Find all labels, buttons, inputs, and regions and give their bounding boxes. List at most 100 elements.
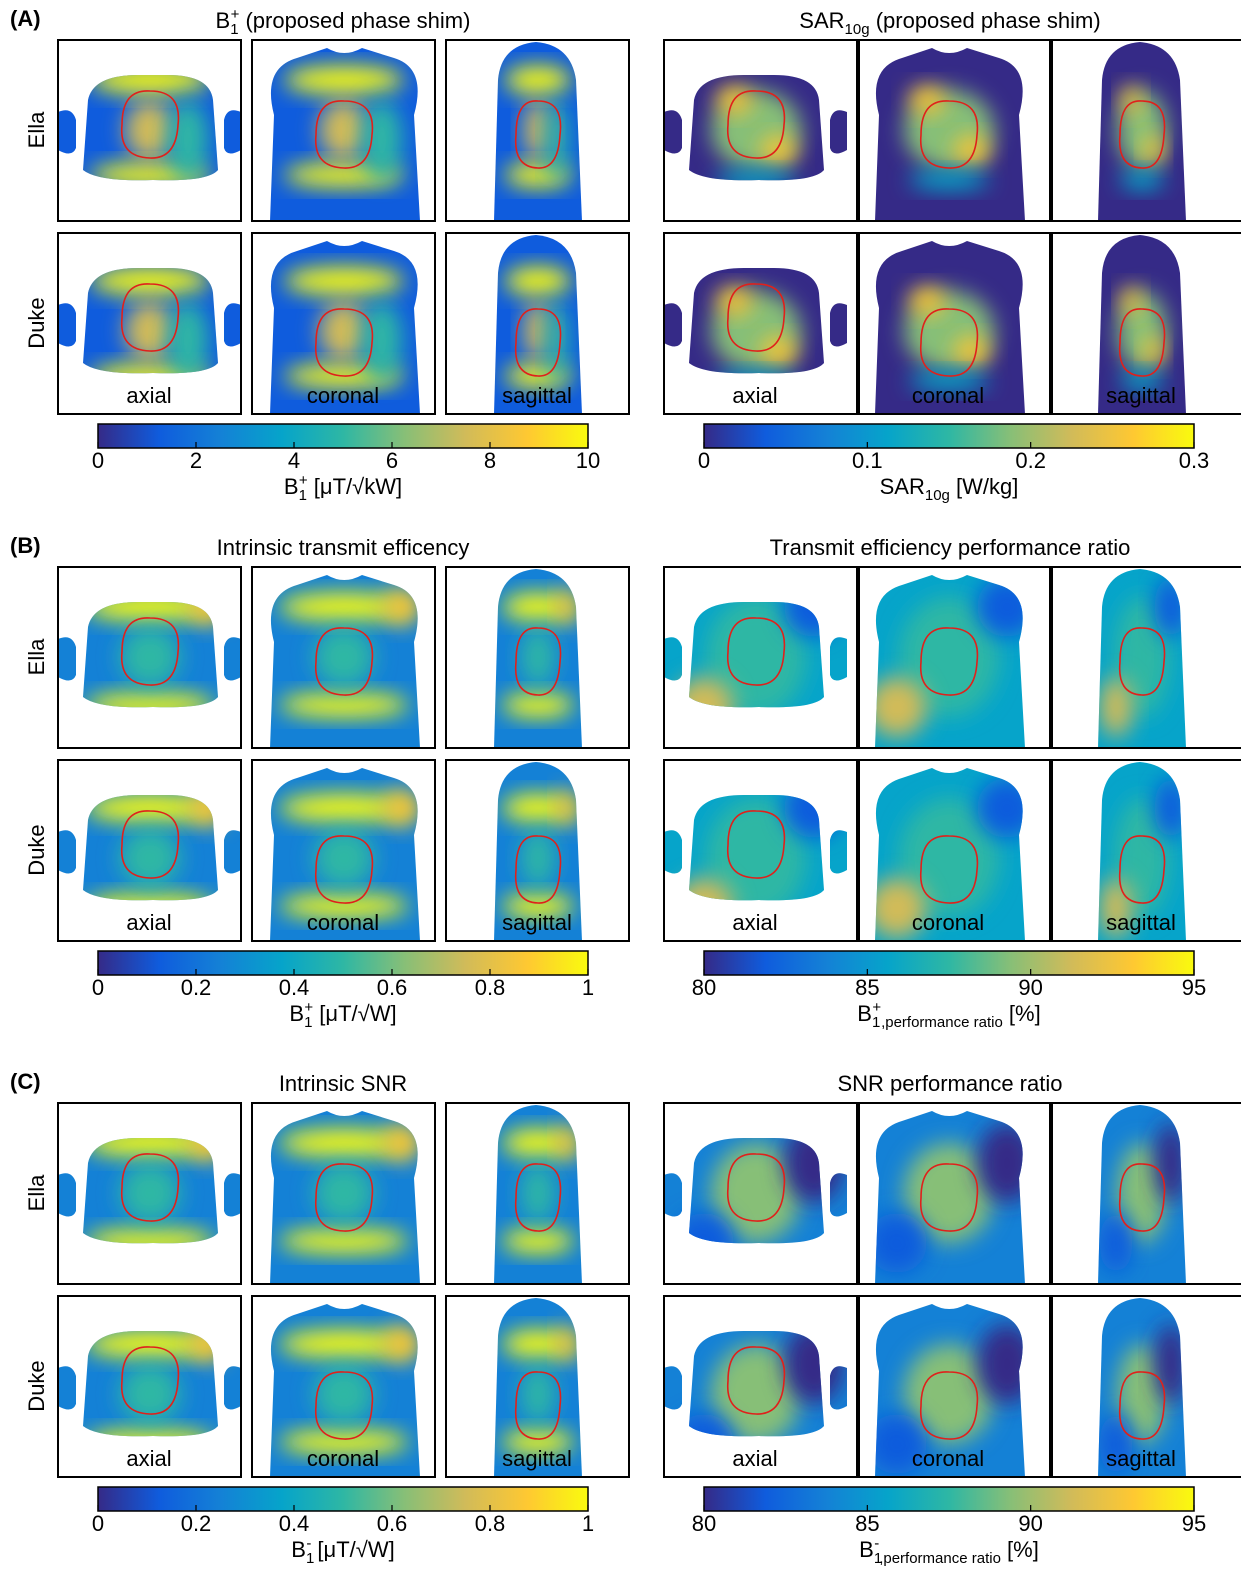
colorbar (98, 424, 588, 448)
map-image (252, 40, 435, 221)
field-blob (674, 677, 734, 737)
text-part: (proposed phase shim) (870, 8, 1101, 33)
field-blob (125, 301, 175, 361)
field-blob (384, 1125, 420, 1161)
text-part: (proposed phase shim) (239, 8, 470, 33)
colorbar-tick-label: 2 (190, 448, 202, 473)
field-blob (279, 1229, 409, 1253)
text-part: B (859, 1537, 874, 1562)
field-blob (557, 1125, 577, 1161)
colorbar-tick-label: 0 (92, 975, 104, 1000)
colorbar-tick-label: 0.2 (181, 1511, 212, 1536)
field-blob (90, 66, 210, 94)
colorbar-tick-label: 85 (855, 1511, 879, 1536)
text-part: ,performance ratio (879, 1550, 1001, 1567)
map-image (58, 567, 241, 748)
field-blob (384, 790, 420, 826)
field-blob (190, 1326, 226, 1362)
text-part: [μT/√W] (311, 1537, 394, 1562)
view-label: sagittal (1106, 910, 1176, 935)
colorbar-label: B1-,performance ratio [%] (859, 1535, 1039, 1567)
field-blob (784, 1324, 844, 1404)
view-label: coronal (912, 1446, 984, 1471)
panel-title: Transmit efficiency performance ratio (770, 535, 1131, 560)
field-blob (1100, 1213, 1133, 1273)
field-blob (867, 677, 927, 737)
field-blob (761, 136, 797, 164)
panel-title: Intrinsic transmit efficency (217, 535, 470, 560)
text-part: + (304, 999, 313, 1016)
map-image (857, 1103, 1052, 1284)
colorbar (704, 951, 1194, 975)
field-blob (1100, 677, 1133, 737)
field-blob (557, 1326, 577, 1362)
view-label: axial (126, 383, 171, 408)
field-blob (954, 337, 990, 365)
field-blob (319, 100, 369, 160)
map-image (1050, 1103, 1241, 1284)
text-part: [%] (1001, 1537, 1039, 1562)
colorbar-tick-label: 0 (92, 1511, 104, 1536)
field-blob (284, 66, 404, 94)
colorbar-tick-label: 0.1 (852, 448, 883, 473)
field-blob (85, 693, 215, 717)
colorbar-tick-label: 0.8 (475, 975, 506, 1000)
text-part: SAR (799, 8, 844, 33)
map-image (664, 567, 859, 748)
map-image (857, 567, 1052, 748)
text-part: + (872, 999, 881, 1016)
panel-label: (B) (10, 533, 41, 558)
row-label: Ella (24, 1174, 49, 1211)
colorbar-tick-label: 0.6 (377, 975, 408, 1000)
map-image (664, 1103, 859, 1284)
field-blob (362, 301, 402, 381)
row-label: Ella (24, 111, 49, 148)
field-blob (502, 1229, 574, 1253)
map-image (1050, 567, 1241, 748)
view-label: axial (126, 910, 171, 935)
field-blob (85, 1229, 215, 1253)
text-part: 1 (304, 1014, 312, 1031)
field-blob (954, 136, 990, 164)
colorbar-label: B1+,performance ratio [%] (857, 999, 1040, 1031)
field-blob (977, 1324, 1037, 1404)
view-label: axial (732, 383, 777, 408)
colorbar-tick-label: 1 (582, 975, 594, 1000)
map-image (1050, 40, 1241, 221)
row-label: Ella (24, 638, 49, 675)
panel-title: SAR10g (proposed phase shim) (799, 8, 1100, 38)
field-blob (522, 1163, 555, 1223)
text-part: B (284, 474, 299, 499)
field-blob (522, 828, 555, 888)
panel-label: (C) (10, 1069, 41, 1094)
field-blob (1155, 778, 1188, 838)
map-image (58, 1103, 241, 1284)
field-blob (909, 287, 945, 315)
field-blob (977, 778, 1037, 838)
field-blob (784, 577, 844, 637)
field-blob (716, 287, 752, 315)
panel-title: SNR performance ratio (838, 1071, 1063, 1096)
view-label: sagittal (502, 1446, 572, 1471)
colorbar-tick-label: 95 (1182, 1511, 1206, 1536)
colorbar-label: SAR10g [W/kg] (880, 474, 1019, 504)
field-blob (319, 301, 369, 361)
field-blob (522, 1364, 555, 1424)
field-blob (716, 170, 796, 190)
colorbar (98, 1487, 588, 1511)
page: (A)B1+ (proposed phase shim)Ellaaxialcor… (0, 0, 1241, 1581)
field-blob (190, 1125, 226, 1161)
field-blob (674, 1414, 734, 1474)
view-label: sagittal (1106, 1446, 1176, 1471)
field-blob (1120, 170, 1164, 190)
field-blob (674, 1213, 734, 1273)
colorbar-tick-label: 0.4 (279, 1511, 310, 1536)
colorbar-tick-label: 80 (692, 1511, 716, 1536)
row-label: Duke (24, 1360, 49, 1411)
view-label: coronal (307, 1446, 379, 1471)
text-part: B (216, 8, 231, 33)
view-label: axial (126, 1446, 171, 1471)
row-label: Duke (24, 297, 49, 348)
colorbar-tick-label: 1 (582, 1511, 594, 1536)
map-image (252, 1103, 435, 1284)
